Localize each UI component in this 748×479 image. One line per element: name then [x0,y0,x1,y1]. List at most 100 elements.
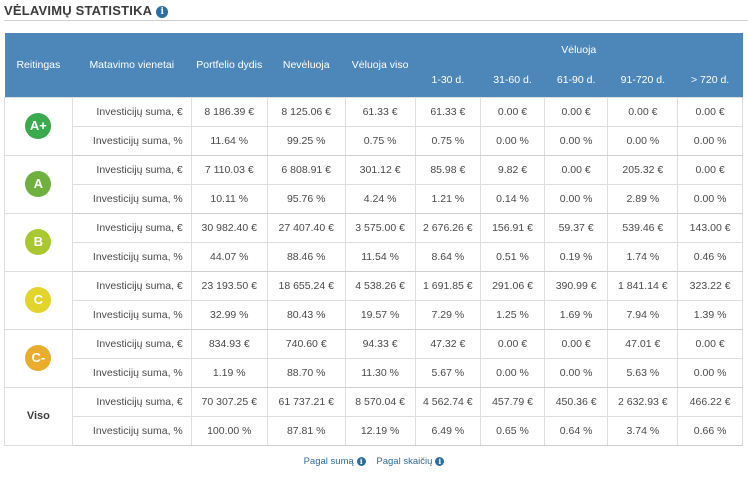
late-1-30-cell: 1 691.85 € [414,270,482,301]
header-late-group: Vėluoja [415,33,743,64]
portfolio-cell: 1.19 % [190,357,268,388]
not-late-cell: 87.81 % [266,415,346,446]
info-icon[interactable]: i [156,6,169,18]
late-1-30-cell: 4 562.74 € [414,386,482,417]
late-31-60-cell: 0.65 % [480,415,545,446]
table-row: C Investicijų suma, €23 193.50 €18 655.24… [4,270,743,330]
total-label: Viso [26,410,50,422]
late-61-90-cell: 390.99 € [543,270,609,301]
unit-cell: Investicijų suma, € [71,96,192,127]
late-91-720-cell: 0.00 € [607,96,679,127]
unit-cell: Investicijų suma, % [71,415,192,446]
late-61-90-cell: 0.00 € [543,154,609,185]
table-row: Investicijų suma, % 100.00 % 87.81 % 12.19 … [5,415,743,446]
unit-cell: Investicijų suma, % [71,125,192,156]
header-portfolio: Portfelio dydis [191,33,268,97]
late-over-720-cell: 1.39 % [677,299,743,330]
late-91-720-cell: 5.63 % [607,357,679,388]
table-row: Investicijų suma, % 10.11 % 95.76 % 4.24 % 1… [5,183,743,214]
rating-badge: C [25,287,52,313]
late-31-60-cell: 0.00 % [480,125,545,156]
not-late-cell: 27 407.40 € [266,212,346,243]
table-row: Investicijų suma, % 11.64 % 99.25 % 0.75 % 0… [5,125,743,156]
table-row: A Investicijų suma, €7 110.03 €6 808.91 €… [4,154,743,214]
not-late-cell: 99.25 % [266,125,346,156]
rating-cell: A [4,154,73,214]
info-icon[interactable]: i [435,457,445,466]
portfolio-cell: 23 193.50 € [190,270,268,301]
late-61-90-cell: 0.00 € [543,96,609,127]
portfolio-cell: 30 982.40 € [190,212,268,243]
late-91-720-cell: 2 632.93 € [607,386,679,417]
unit-cell: Investicijų suma, € [71,386,192,417]
not-late-cell: 8 125.06 € [266,96,346,127]
by-amount-link[interactable]: Pagal sumą i [304,456,366,467]
rating-badge: A+ [25,113,52,139]
rating-badge: C- [25,345,52,371]
late-1-30-cell: 2 676.26 € [414,212,482,243]
unit-cell: Investicijų suma, € [71,154,192,185]
late-1-30-cell: 85.98 € [414,154,482,185]
unit-cell: Investicijų suma, % [71,183,192,214]
late-91-720-cell: 539.46 € [607,212,679,243]
rating-badge: A [25,171,52,197]
info-icon[interactable]: i [356,457,366,466]
not-late-cell: 18 655.24 € [266,270,346,301]
header-rating: Reitingas [4,33,73,97]
portfolio-cell: 44.07 % [190,241,268,272]
rating-cell: Viso [4,386,73,446]
late-over-720-cell: 0.00 € [677,328,743,359]
late-1-30-cell: 5.67 % [414,357,482,388]
table-row: Investicijų suma, % 44.07 % 88.46 % 11.54 %… [5,241,743,272]
title-divider [4,20,748,21]
unit-cell: Investicijų suma, € [71,212,192,243]
late-31-60-cell: 156.91 € [480,212,545,243]
late-total-cell: 3 575.00 € [344,212,416,243]
table-row: C- Investicijų suma, €834.93 €740.60 €94.… [4,328,743,388]
late-91-720-cell: 1 841.14 € [607,270,679,301]
late-total-cell: 4.24 % [344,183,416,214]
late-61-90-cell: 0.00 € [543,328,609,359]
late-61-90-cell: 1.69 % [543,299,609,330]
not-late-cell: 88.70 % [266,357,346,388]
portfolio-cell: 11.64 % [190,125,268,156]
unit-cell: Investicijų suma, € [71,270,192,301]
not-late-cell: 740.60 € [266,328,346,359]
unit-cell: Investicijų suma, % [71,357,192,388]
table-row: Investicijų suma, % 1.19 % 88.70 % 11.30 % 5… [5,357,743,388]
late-total-cell: 4 538.26 € [344,270,416,301]
unit-cell: Investicijų suma, € [71,328,192,359]
late-1-30-cell: 61.33 € [414,96,482,127]
header-bucket-31-60: 31-60 d. [480,64,545,97]
section-header: VĖLAVIMŲ STATISTIKA i [4,0,748,24]
late-total-cell: 0.75 % [344,125,416,156]
late-over-720-cell: 323.22 € [677,270,743,301]
late-over-720-cell: 0.00 % [677,357,743,388]
portfolio-cell: 32.99 % [190,299,268,330]
late-total-cell: 19.57 % [344,299,416,330]
portfolio-cell: 100.00 % [190,415,268,446]
late-61-90-cell: 0.00 % [543,183,609,214]
page-title-text: VĖLAVIMŲ STATISTIKA [4,3,153,18]
rating-cell: A+ [4,96,73,156]
portfolio-cell: 8 186.39 € [190,96,268,127]
table-row: Investicijų suma, % 32.99 % 80.43 % 19.57 %… [5,299,743,330]
portfolio-cell: 7 110.03 € [190,154,268,185]
late-over-720-cell: 143.00 € [677,212,743,243]
unit-cell: Investicijų suma, % [71,299,192,330]
table-row: B Investicijų suma, €30 982.40 €27 407.40… [4,212,743,272]
by-count-link[interactable]: Pagal skaičių i [376,456,445,467]
rating-cell: B [4,212,73,272]
by-count-label[interactable]: Pagal skaičių [376,456,433,467]
rating-badge: B [25,229,52,255]
not-late-cell: 6 808.91 € [266,154,346,185]
header-unit: Matavimo vienetai [72,33,192,97]
late-31-60-cell: 1.25 % [480,299,545,330]
by-amount-label[interactable]: Pagal sumą [303,456,354,467]
late-over-720-cell: 0.66 % [677,415,743,446]
late-91-720-cell: 3.74 % [607,415,679,446]
not-late-cell: 88.46 % [266,241,346,272]
late-over-720-cell: 0.00 % [677,183,743,214]
late-total-cell: 11.54 % [344,241,416,272]
header-bucket-91-720: 91-720 d. [607,64,678,97]
